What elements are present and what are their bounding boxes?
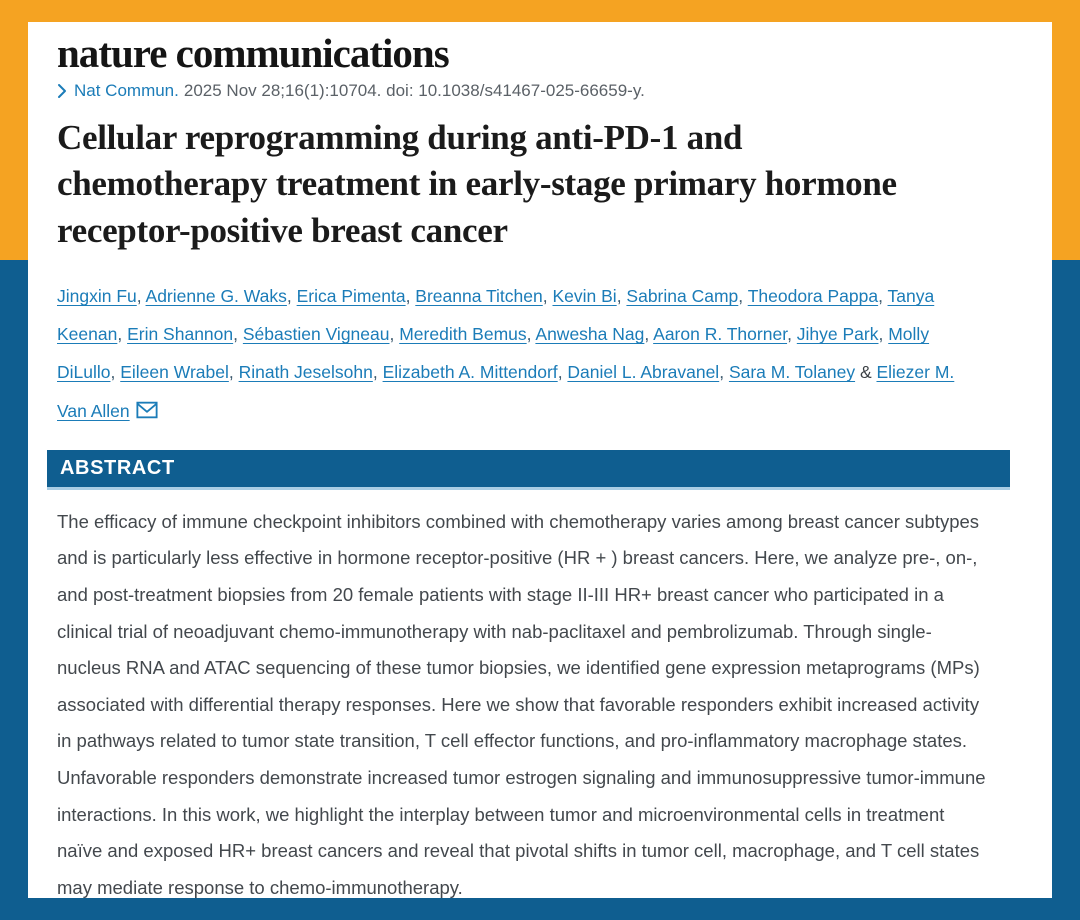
frame-left-blue [0, 260, 28, 920]
author-link[interactable]: Rinath Jeselsohn [238, 362, 373, 383]
author-link[interactable]: Theodora Pappa [747, 286, 879, 307]
author-link[interactable]: Aaron R. Thorner [653, 324, 788, 345]
author-link[interactable]: Erica Pimenta [296, 286, 406, 307]
author-links-container: Jingxin Fu, Adrienne G. Waks, Erica Pime… [57, 286, 954, 420]
author-separator: , [526, 324, 536, 345]
journal-logo: nature communications [57, 30, 450, 76]
author-separator: , [372, 362, 383, 383]
author-separator: , [616, 286, 627, 307]
author-list: Jingxin Fu, Adrienne G. Waks, Erica Pime… [57, 277, 969, 432]
author-link[interactable]: Elizabeth A. Mittendorf [382, 362, 558, 383]
author-separator: , [878, 324, 889, 345]
author-link[interactable]: Daniel L. Abravanel [567, 362, 720, 383]
abstract-heading: ABSTRACT [47, 449, 1010, 487]
author-separator: , [117, 324, 128, 345]
author-separator: , [738, 286, 748, 307]
chevron-right-icon [57, 83, 67, 99]
author-link[interactable]: Meredith Bemus [399, 324, 527, 345]
author-separator: , [542, 286, 553, 307]
email-envelope-icon[interactable] [136, 394, 158, 432]
author-separator: , [405, 286, 416, 307]
author-separator: , [389, 324, 400, 345]
author-separator: , [878, 286, 888, 307]
author-separator: , [557, 362, 568, 383]
abstract-text: The efficacy of immune checkpoint inhibi… [57, 510, 986, 898]
author-separator: , [787, 324, 797, 345]
author-link[interactable]: Tanya Keenan [57, 286, 935, 345]
author-link[interactable]: Jihye Park [796, 324, 879, 345]
frame-right-orange [1052, 0, 1080, 260]
author-link[interactable]: Molly DiLullo [57, 324, 930, 383]
author-separator: , [719, 362, 729, 383]
author-link[interactable]: Kevin Bi [552, 286, 617, 307]
citation-detail: 2025 Nov 28;16(1):10704. doi: 10.1038/s4… [183, 81, 645, 101]
author-link[interactable]: Breanna Titchen [415, 286, 543, 307]
author-link[interactable]: Jingxin Fu [57, 286, 137, 307]
author-separator: , [110, 362, 121, 383]
author-separator: , [286, 286, 297, 307]
author-link[interactable]: Erin Shannon [127, 324, 234, 345]
article-content: nature communications Nat Commun. 2025 N… [28, 22, 1052, 898]
frame-top-bar [0, 0, 1080, 22]
author-separator: , [233, 324, 243, 345]
author-ampersand: & [855, 362, 877, 383]
author-link[interactable]: Adrienne G. Waks [145, 286, 287, 307]
author-link[interactable]: Sabrina Camp [626, 286, 739, 307]
author-link[interactable]: Sara M. Tolaney [728, 362, 856, 383]
citation-line: Nat Commun. 2025 Nov 28;16(1):10704. doi… [57, 81, 1022, 101]
article-title: Cellular reprogramming during anti-PD-1 … [57, 118, 897, 250]
author-link[interactable]: Anwesha Nag [535, 324, 645, 345]
author-separator: , [644, 324, 654, 345]
author-separator: , [136, 286, 146, 307]
author-separator: , [228, 362, 239, 383]
author-link[interactable]: Eileen Wrabel [120, 362, 229, 383]
journal-link[interactable]: Nat Commun. [74, 81, 179, 101]
author-link[interactable]: Sébastien Vigneau [242, 324, 390, 345]
frame-right-blue [1052, 260, 1080, 920]
frame-left-orange [0, 0, 28, 260]
frame-bottom-bar [0, 898, 1080, 920]
author-link[interactable]: Eliezer M. Van Allen [57, 362, 955, 421]
